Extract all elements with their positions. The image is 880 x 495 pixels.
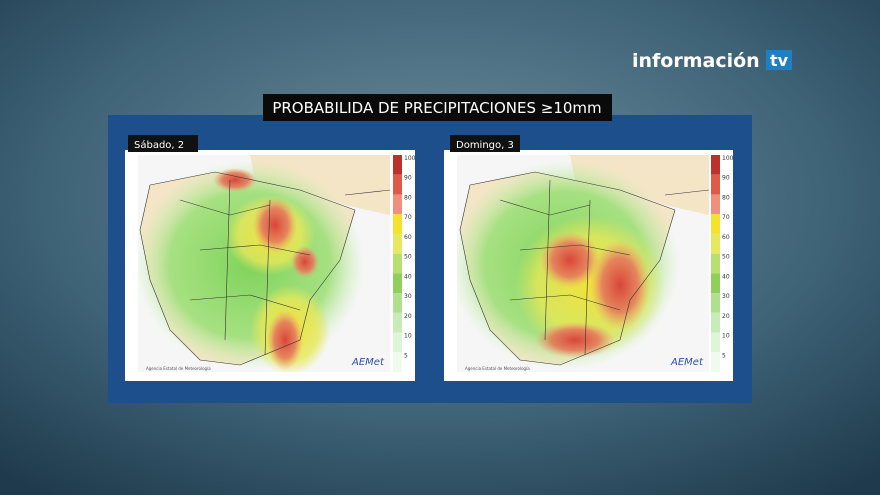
map-label: Sábado, 2 [134,139,184,151]
colorbar-segment [711,273,720,294]
colorbar-segment [711,352,720,372]
scale-label: 100 [404,155,416,162]
colorbar-segment [393,273,402,294]
colorbar-segment [393,253,402,274]
colorbar-segment [711,194,720,215]
scale-label: 80 [722,194,730,201]
colorbar-segment [711,293,720,313]
colorbar-segment [711,214,720,234]
scale-label: 70 [722,214,730,221]
colorbar-segment [393,155,402,175]
logo: AEMet [351,357,385,368]
brand-badge [766,50,792,70]
colorbar-segment [393,194,402,215]
credit: Agencia Estatal de Meteorología [146,366,211,371]
scale-label: 10 [404,333,412,340]
scale-label: 30 [404,293,412,300]
scale-label: 50 [404,254,412,261]
map-image [138,155,390,372]
scale-label: 60 [722,234,730,241]
scale-label: 60 [404,234,412,241]
scale-label: 90 [722,175,730,182]
colorbar-segment [711,155,720,175]
map-label: Domingo, 3 [456,140,514,151]
map-card: Sábado, 2 AEMet Agencia Estatal de Meteo… [125,135,416,381]
scale-label: 100 [722,155,734,162]
scale-label: 90 [404,175,412,182]
map-tab [450,135,520,152]
colorbar-segment [393,332,402,353]
scale-label: 10 [722,333,730,340]
scale-label: 40 [404,273,412,280]
scale-label: 70 [404,214,412,221]
colorbar: 100 90 80 70 60 50 40 30 20 10 5 [711,155,734,372]
logo: AEMet [670,357,704,368]
scale-label: 20 [404,313,412,320]
scale-label: 80 [404,194,412,201]
scale-label: 30 [722,293,730,300]
colorbar-segment [393,352,402,372]
scale-label: 40 [722,273,730,280]
title: PROBABILIDA DE PRECIPITACIONES ≥10mm [272,99,601,117]
credit: Agencia Estatal de Meteorología [465,366,530,371]
scale-label: 5 [404,352,408,359]
colorbar-segment [711,312,720,333]
colorbar-segment [393,174,402,195]
scale-label: 50 [722,254,730,261]
colorbar-segment [711,233,720,254]
brand-logo: información tv [632,50,792,72]
colorbar-segment [393,233,402,254]
scale-label: 5 [722,352,726,359]
colorbar-segment [393,312,402,333]
map-card: Domingo, 3 AEMet Agencia Estatal de Mete… [444,135,734,381]
brand-name: información [632,50,760,72]
map-tab [128,135,198,152]
brand-suffix: tv [770,51,789,70]
colorbar: 100 90 80 70 60 50 40 30 20 10 5 [393,155,416,372]
colorbar-segment [393,293,402,313]
colorbar-segment [711,253,720,274]
scale-label: 20 [722,313,730,320]
title-box [263,94,612,121]
map-image [457,155,709,372]
colorbar-segment [711,332,720,353]
colorbar-segment [393,214,402,234]
colorbar-segment [711,174,720,195]
